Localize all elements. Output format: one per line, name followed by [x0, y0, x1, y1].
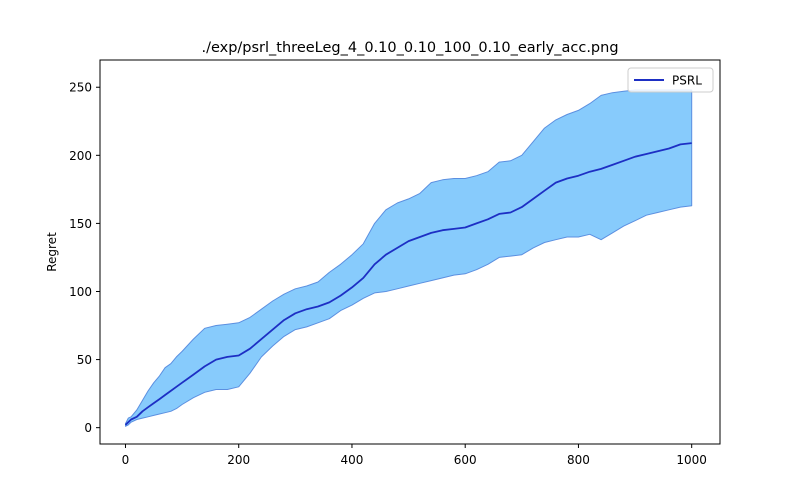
series-line-layer — [124, 142, 692, 426]
confidence-band — [125, 89, 693, 427]
y-tick-label: 150 — [69, 217, 92, 231]
legend-box — [627, 67, 714, 93]
series-line-psrl — [124, 142, 692, 426]
y-tick-label: 50 — [77, 353, 92, 367]
legend-label: PSRL — [672, 74, 702, 88]
y-tick-label: 0 — [84, 421, 92, 435]
x-tick-label: 1000 — [676, 453, 707, 467]
x-axis-ticks: 0 200 400 600 800 1000 — [122, 444, 707, 467]
y-tick-label: 100 — [69, 285, 92, 299]
x-tick-label: 0 — [122, 453, 130, 467]
x-tick-label: 200 — [227, 453, 250, 467]
axes — [99, 59, 721, 445]
y-tick-label: 250 — [69, 81, 92, 95]
y-tick-label: 200 — [69, 149, 92, 163]
plot-frame — [99, 59, 721, 445]
chart-title: ./exp/psrl_threeLeg_4_0.10_0.10_100_0.10… — [201, 40, 618, 56]
y-axis-label: Regret — [45, 232, 59, 272]
confidence-band-layer — [125, 89, 693, 427]
x-tick-label: 600 — [454, 453, 477, 467]
x-tick-label: 400 — [341, 453, 364, 467]
x-tick-label: 800 — [567, 453, 590, 467]
legend: PSRL — [627, 67, 714, 93]
y-axis-ticks: 0 50 100 150 200 250 — [69, 81, 100, 435]
